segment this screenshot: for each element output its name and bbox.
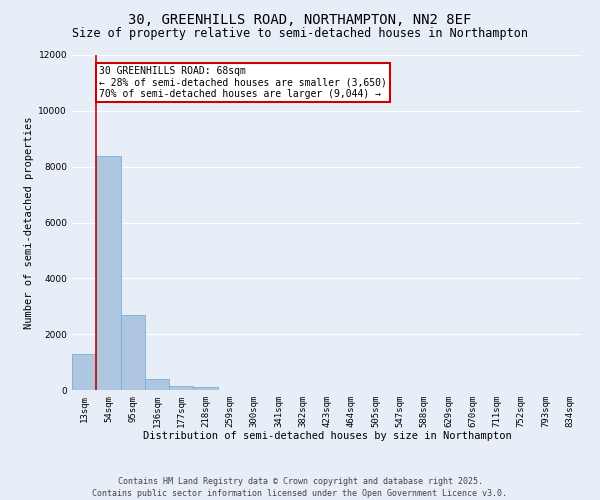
Bar xyxy=(96,156,121,390)
Bar xyxy=(145,380,169,390)
Bar xyxy=(72,354,96,390)
Bar xyxy=(169,386,193,390)
X-axis label: Distribution of semi-detached houses by size in Northampton: Distribution of semi-detached houses by … xyxy=(143,432,511,442)
Bar xyxy=(121,314,145,390)
Text: Size of property relative to semi-detached houses in Northampton: Size of property relative to semi-detach… xyxy=(72,28,528,40)
Text: 30, GREENHILLS ROAD, NORTHAMPTON, NN2 8EF: 30, GREENHILLS ROAD, NORTHAMPTON, NN2 8E… xyxy=(128,12,472,26)
Text: 30 GREENHILLS ROAD: 68sqm
← 28% of semi-detached houses are smaller (3,650)
70% : 30 GREENHILLS ROAD: 68sqm ← 28% of semi-… xyxy=(99,66,386,100)
Bar xyxy=(193,387,218,390)
Text: Contains HM Land Registry data © Crown copyright and database right 2025.
Contai: Contains HM Land Registry data © Crown c… xyxy=(92,476,508,498)
Y-axis label: Number of semi-detached properties: Number of semi-detached properties xyxy=(24,116,34,329)
